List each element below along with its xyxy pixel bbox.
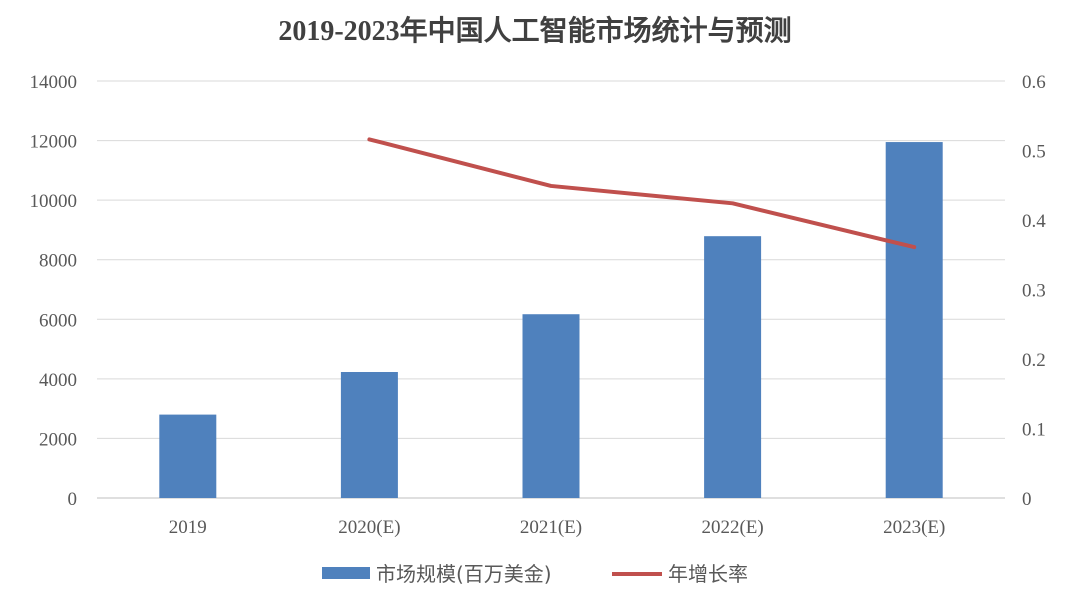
x-tick-label: 2022(E) xyxy=(701,517,763,538)
right-tick-label: 0 xyxy=(1022,489,1032,510)
left-tick-label: 12000 xyxy=(30,132,78,153)
right-tick-label: 0.1 xyxy=(1022,420,1046,441)
left-tick-label: 10000 xyxy=(30,191,78,212)
bar xyxy=(522,314,580,498)
bar xyxy=(340,372,398,498)
left-tick-label: 14000 xyxy=(30,72,78,93)
left-tick-label: 4000 xyxy=(39,370,77,391)
left-tick-label: 0 xyxy=(68,489,78,510)
right-tick-label: 0.5 xyxy=(1022,142,1046,163)
bar xyxy=(704,236,762,498)
left-tick-label: 8000 xyxy=(39,251,77,272)
x-tick-label: 2023(E) xyxy=(883,517,945,538)
left-tick-label: 6000 xyxy=(39,310,77,331)
right-tick-label: 0.4 xyxy=(1022,211,1046,232)
line-series xyxy=(367,137,917,250)
legend: 市场规模(百万美金) 年增长率 xyxy=(322,562,748,586)
legend-line-label: 年增长率 xyxy=(668,562,748,586)
x-tick-label: 2021(E) xyxy=(520,517,582,538)
growth-line xyxy=(367,137,917,250)
legend-bar-swatch xyxy=(322,567,370,579)
x-axis: 2019 2020(E) 2021(E) 2022(E) 2023(E) xyxy=(169,517,946,538)
right-tick-label: 0.2 xyxy=(1022,350,1046,371)
x-tick-label: 2019 xyxy=(169,517,207,538)
right-axis: 0 0.1 0.2 0.3 0.4 0.5 0.6 xyxy=(1022,72,1046,510)
bar xyxy=(159,414,217,498)
left-tick-label: 2000 xyxy=(39,429,77,450)
left-axis: 0 2000 4000 6000 8000 10000 12000 14000 xyxy=(30,72,78,510)
x-tick-label: 2020(E) xyxy=(338,517,400,538)
bar xyxy=(885,142,943,498)
right-tick-label: 0.3 xyxy=(1022,281,1046,302)
chart-title: 2019-2023年中国人工智能市场统计与预测 xyxy=(278,14,791,47)
legend-bar-label: 市场规模(百万美金) xyxy=(376,562,552,586)
right-tick-label: 0.6 xyxy=(1022,72,1046,93)
bar-series xyxy=(159,142,943,498)
